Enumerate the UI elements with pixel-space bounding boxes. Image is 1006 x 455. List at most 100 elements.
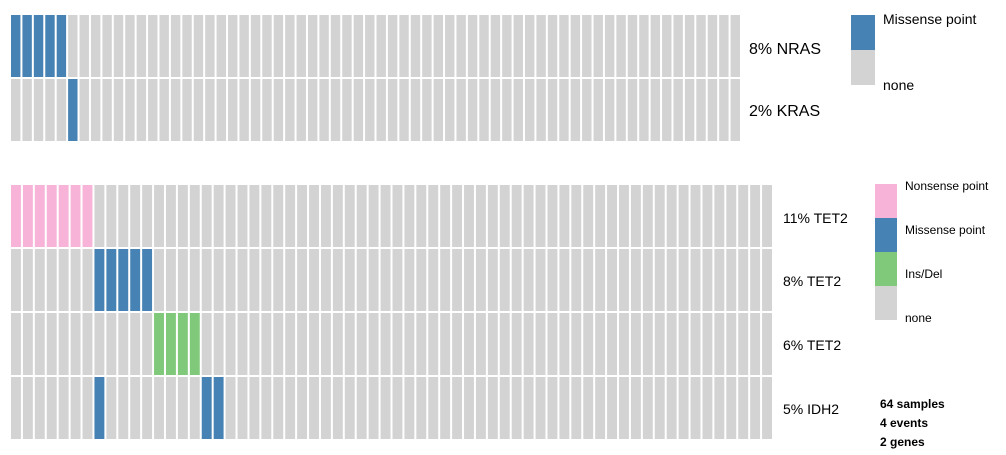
cell-top-r0-c25-none xyxy=(296,15,306,77)
cell-top-r0-c48-none xyxy=(559,15,569,77)
cell-bottom-r3-c44-none xyxy=(535,377,546,439)
cell-bottom-r3-c26-none xyxy=(320,377,331,439)
cell-bottom-r3-c30-none xyxy=(368,377,379,439)
cell-top-r1-c54-none xyxy=(627,79,638,141)
cell-top-r1-c9-none xyxy=(113,79,124,141)
cell-bottom-r3-c19-none xyxy=(237,377,248,439)
cell-bottom-r0-c13-none xyxy=(165,185,176,247)
summary-events: 4 events xyxy=(880,416,928,430)
cell-top-r1-c41-none xyxy=(479,79,489,141)
cell-bottom-r2-c13-insdel xyxy=(165,313,176,375)
cell-top-r1-c55-none xyxy=(639,79,649,141)
cell-bottom-r2-c56-none xyxy=(678,313,689,375)
cell-bottom-r1-c54-none xyxy=(654,249,665,311)
cell-top-r1-c8-none xyxy=(102,79,112,141)
cell-bottom-r3-c52-none xyxy=(630,377,641,439)
cell-top-r1-c6-none xyxy=(79,79,89,141)
cell-top-r0-c20-none xyxy=(239,15,249,77)
cell-top-r1-c32-none xyxy=(376,79,386,141)
cell-top-r0-c31-none xyxy=(365,15,375,77)
cell-bottom-r2-c63-none xyxy=(762,313,772,375)
cell-bottom-r2-c26-none xyxy=(320,313,331,375)
cell-bottom-r1-c41-none xyxy=(499,249,510,311)
cell-bottom-r2-c41-none xyxy=(499,313,510,375)
cell-bottom-r0-c41-none xyxy=(499,185,510,247)
cell-bottom-r3-c40-none xyxy=(487,377,498,439)
cell-top-r1-c42-none xyxy=(490,79,501,141)
cell-top-r0-c12-none xyxy=(148,15,158,77)
cell-bottom-r3-c39-none xyxy=(475,377,486,439)
cell-top-r1-c34-none xyxy=(399,79,409,141)
cell-bottom-r3-c62-none xyxy=(750,377,761,439)
cell-bottom-r2-c2-none xyxy=(34,313,45,375)
cell-bottom-r0-c59-none xyxy=(714,185,725,247)
legend-label-insdel: Ins/Del xyxy=(905,267,942,281)
cell-top-r0-c11-none xyxy=(136,15,147,77)
cell-top-r1-c23-none xyxy=(273,79,284,141)
cell-top-r0-c37-none xyxy=(433,15,444,77)
legend-swatch-insdel xyxy=(875,252,897,286)
cell-top-r1-c19-none xyxy=(228,79,238,141)
cell-top-r0-c28-none xyxy=(330,15,341,77)
cell-bottom-r3-c18-none xyxy=(225,377,236,439)
cell-top-r1-c13-none xyxy=(159,79,169,141)
cell-top-r0-c4-missense xyxy=(56,15,67,77)
cell-bottom-r0-c8-none xyxy=(106,185,117,247)
cell-bottom-r2-c62-none xyxy=(750,313,761,375)
cell-bottom-r0-c24-none xyxy=(297,185,308,247)
cell-bottom-r3-c12-none xyxy=(154,377,164,439)
cell-bottom-r1-c28-none xyxy=(344,249,355,311)
cell-bottom-r0-c12-none xyxy=(154,185,164,247)
cell-bottom-r0-c22-none xyxy=(273,185,284,247)
summary-block: 64 samples 4 events 2 genes xyxy=(880,397,945,449)
cell-bottom-r1-c49-none xyxy=(595,249,606,311)
cell-bottom-r3-c24-none xyxy=(297,377,308,439)
legend-swatch-nonsense xyxy=(875,184,897,218)
cell-bottom-r2-c14-insdel xyxy=(177,313,188,375)
cell-bottom-r0-c46-none xyxy=(559,185,570,247)
cell-bottom-r0-c6-nonsense xyxy=(82,185,93,247)
cell-bottom-r2-c46-none xyxy=(559,313,570,375)
cell-bottom-r0-c21-none xyxy=(261,185,272,247)
cell-top-r1-c18-none xyxy=(216,79,227,141)
cell-bottom-r1-c31-none xyxy=(380,249,391,311)
cell-bottom-r3-c37-none xyxy=(452,377,463,439)
bottom-oncoprint-grid xyxy=(11,185,772,439)
cell-top-r1-c20-none xyxy=(239,79,249,141)
cell-bottom-r0-c19-none xyxy=(237,185,248,247)
cell-bottom-r3-c63-none xyxy=(762,377,772,439)
cell-bottom-r2-c32-none xyxy=(392,313,403,375)
row-label-nras: 8% NRAS xyxy=(749,41,821,58)
top-legend: Missense point none xyxy=(851,11,976,93)
cell-top-r0-c35-none xyxy=(410,15,421,77)
cell-bottom-r0-c25-none xyxy=(309,185,319,247)
cell-top-r1-c10-none xyxy=(125,79,135,141)
cell-bottom-r3-c10-none xyxy=(130,377,141,439)
cell-bottom-r2-c19-none xyxy=(237,313,248,375)
cell-bottom-r1-c10-missense xyxy=(130,249,141,311)
cell-top-r0-c13-none xyxy=(159,15,169,77)
cell-top-r0-c26-none xyxy=(307,15,318,77)
cell-top-r0-c44-none xyxy=(513,15,523,77)
cell-bottom-r1-c56-none xyxy=(678,249,689,311)
cell-top-r1-c49-none xyxy=(570,79,581,141)
cell-top-r0-c2-missense xyxy=(33,15,44,77)
cell-bottom-r3-c60-none xyxy=(726,377,737,439)
cell-bottom-r1-c59-none xyxy=(714,249,725,311)
cell-bottom-r0-c44-none xyxy=(535,185,546,247)
cell-top-r0-c45-none xyxy=(524,15,535,77)
cell-bottom-r3-c16-missense xyxy=(201,377,212,439)
cell-bottom-r1-c30-none xyxy=(368,249,379,311)
cell-top-r1-c38-none xyxy=(445,79,455,141)
legend-swatch-missense-top xyxy=(851,15,875,50)
cell-top-r0-c32-none xyxy=(376,15,386,77)
cell-top-r1-c35-none xyxy=(410,79,421,141)
cell-top-r1-c5-missense xyxy=(68,79,78,141)
cell-bottom-r3-c7-missense xyxy=(94,377,105,439)
cell-bottom-r1-c22-none xyxy=(273,249,284,311)
cell-bottom-r0-c47-none xyxy=(571,185,582,247)
cell-bottom-r0-c42-none xyxy=(511,185,522,247)
cell-bottom-r0-c0-nonsense xyxy=(11,185,21,247)
cell-top-r1-c2-none xyxy=(33,79,44,141)
cell-bottom-r0-c35-none xyxy=(428,185,439,247)
